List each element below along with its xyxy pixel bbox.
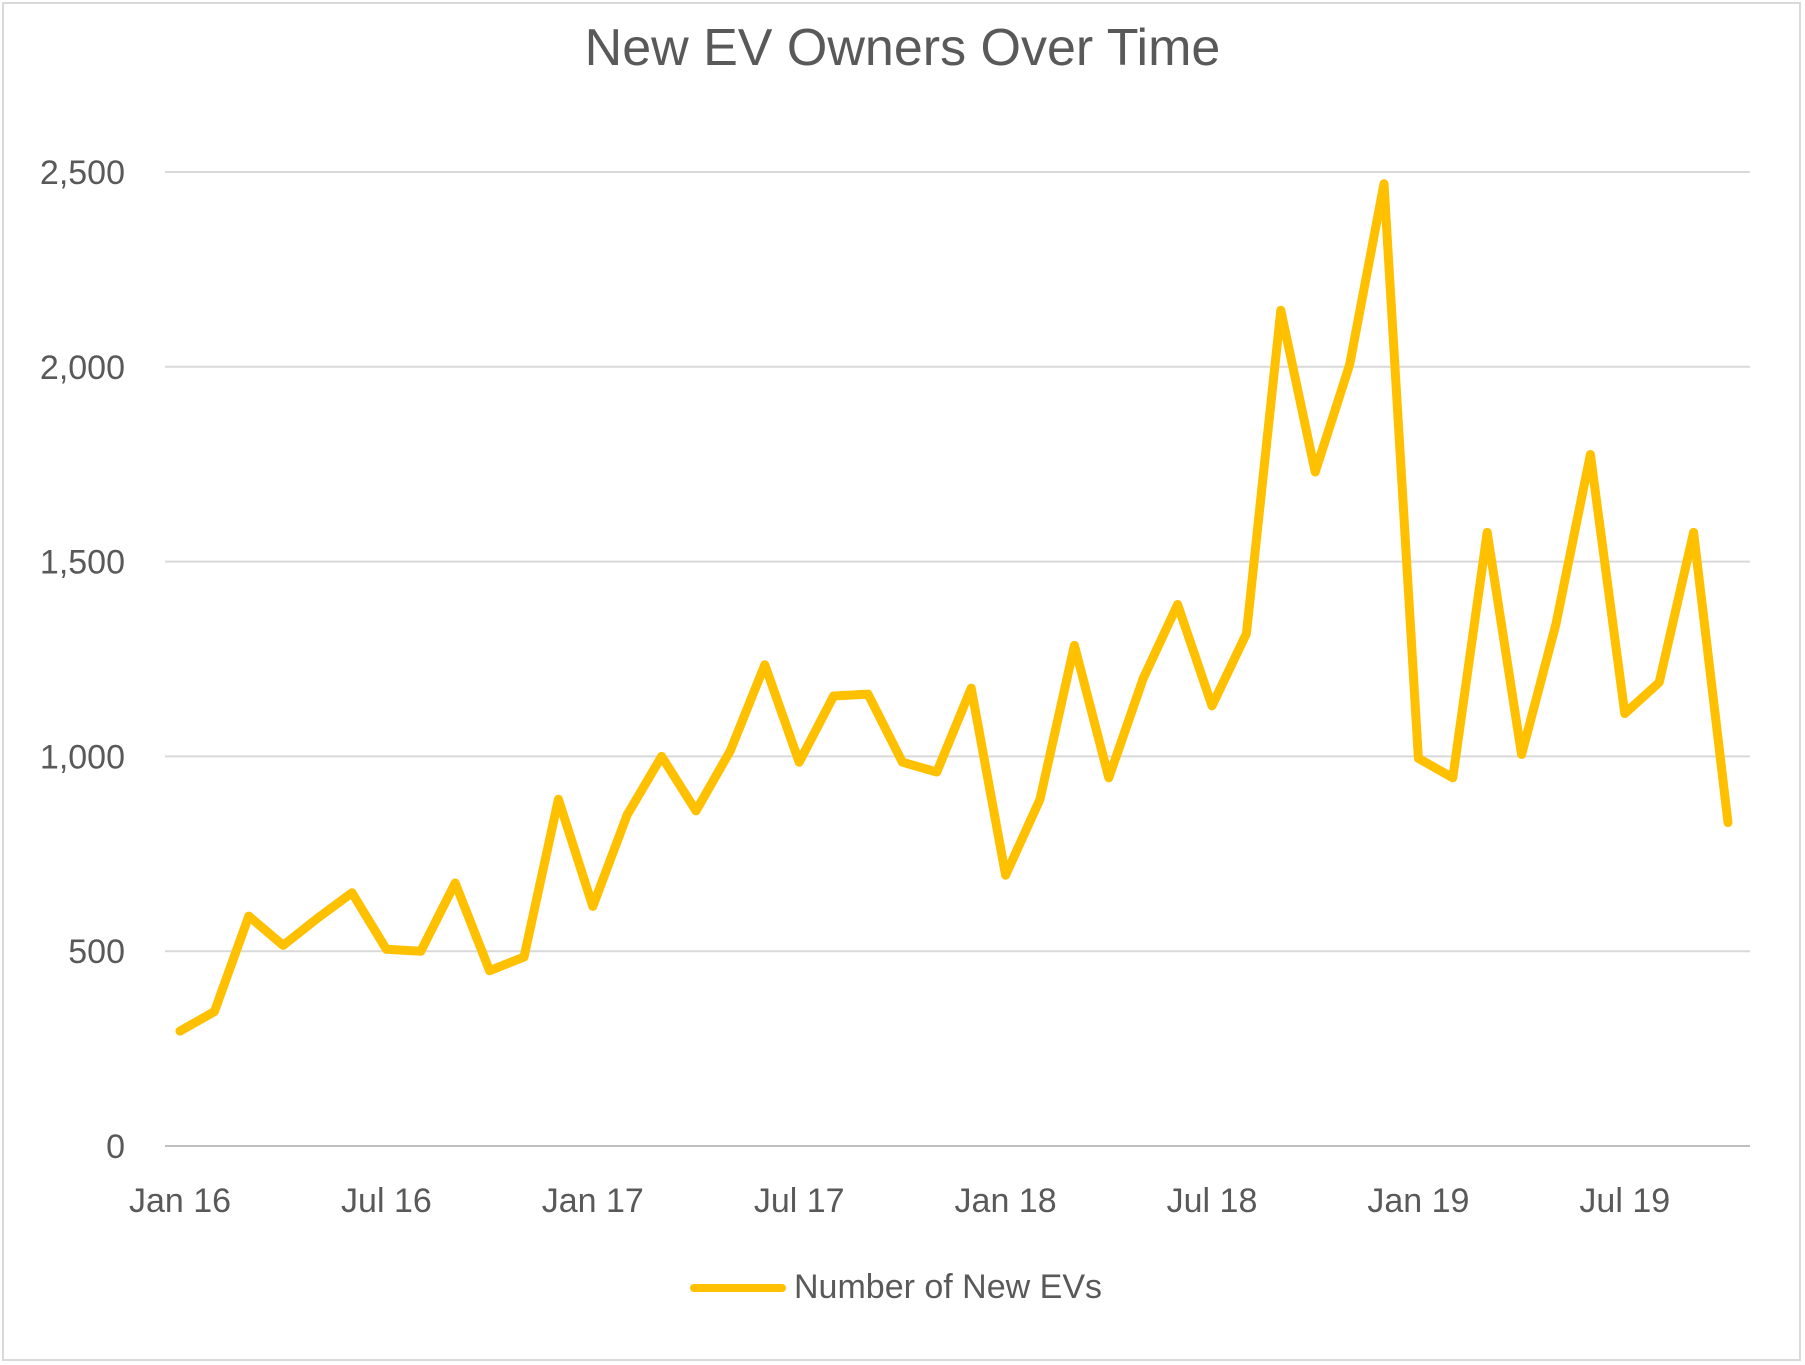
gridlines [165, 171, 1750, 1147]
x-tick-label: Jul 18 [1167, 1182, 1258, 1220]
series-line [175, 179, 1733, 1036]
x-tick-label: Jan 19 [1367, 1182, 1469, 1220]
series-layer [175, 179, 1733, 1036]
x-tick-label: Jul 17 [754, 1182, 845, 1220]
legend-label: Number of New EVs [794, 1268, 1102, 1306]
x-tick-label: Jul 19 [1579, 1182, 1670, 1220]
y-tick-label: 0 [106, 1128, 125, 1166]
x-tick-label: Jul 16 [341, 1182, 432, 1220]
x-tick-label: Jan 18 [955, 1182, 1057, 1220]
y-axis-labels: 0 500 1,000 1,500 2,000 2,500 [40, 154, 125, 1166]
y-tick-label: 1,500 [40, 544, 125, 582]
chart-title: New EV Owners Over Time [584, 19, 1221, 77]
y-tick-label: 1,000 [40, 738, 125, 776]
legend-swatch [690, 1283, 786, 1292]
legend: Number of New EVs [690, 1268, 1102, 1307]
x-axis-labels: Jan 16 Jul 16 Jan 17 Jul 17 Jan 18 Jul 18 Jan … [129, 1182, 1670, 1220]
x-tick-label: Jan 16 [129, 1182, 231, 1220]
y-tick-label: 2,000 [40, 349, 125, 387]
y-tick-label: 2,500 [40, 154, 125, 192]
y-tick-label: 500 [68, 933, 125, 971]
x-tick-label: Jan 17 [542, 1182, 644, 1220]
